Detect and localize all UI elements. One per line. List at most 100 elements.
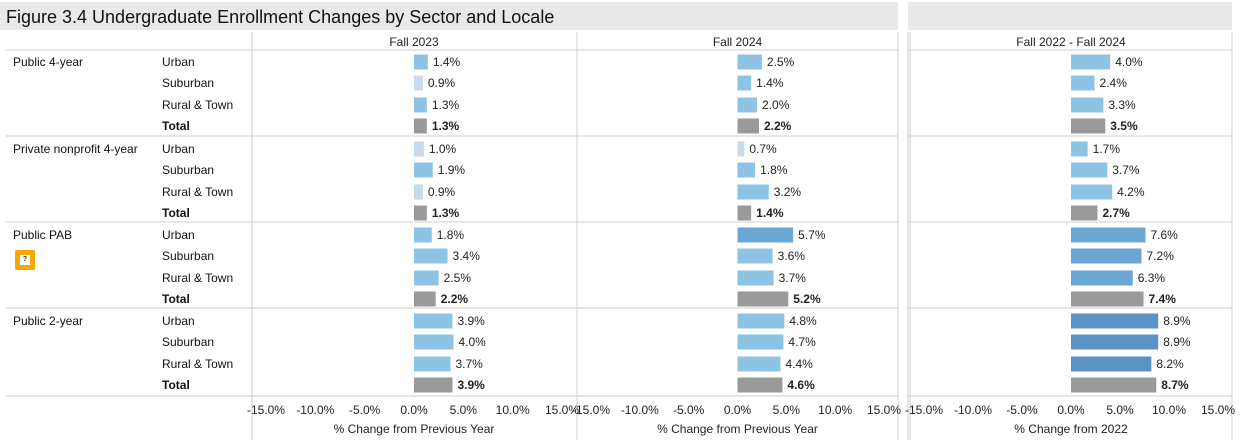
bar [737,118,759,134]
tick-label: 15.0% [867,403,901,417]
data-label: 4.2% [1117,185,1145,199]
data-label: 2.0% [762,98,790,112]
bar [737,54,762,70]
locale-label: Urban [162,228,195,242]
locale-label: Suburban [162,163,214,177]
data-label: 2.5% [767,55,795,69]
tick-label: -10.0% [296,403,334,417]
data-label: 5.7% [798,228,826,242]
panel-header: Fall 2023 [389,35,439,49]
bar [414,205,427,221]
bar [414,334,454,350]
bar [1071,162,1108,178]
data-label: 4.4% [785,357,813,371]
panel-header: Fall 2022 - Fall 2024 [1016,35,1126,49]
sector-label: Public PAB [13,228,72,242]
axis-label: % Change from 2022 [1014,422,1128,436]
bar [737,75,752,91]
bar [1071,356,1152,372]
data-label: 1.3% [432,119,460,133]
bar [1071,313,1159,329]
bar [1071,227,1146,243]
data-label: 1.3% [432,98,460,112]
tick-label: 0.0% [724,403,752,417]
bar [414,291,436,307]
axis-label: % Change from Previous Year [334,422,495,436]
chart-title: Figure 3.4 Undergraduate Enrollment Chan… [6,7,555,27]
data-label: 1.0% [429,142,457,156]
bar [414,141,424,157]
locale-label: Rural & Town [162,98,233,112]
bar [1071,54,1111,70]
tick-label: 15.0% [1201,403,1235,417]
bar [737,248,773,264]
bar [1071,205,1098,221]
data-label: 3.4% [453,249,481,263]
bar [1071,97,1104,113]
locale-label: Rural & Town [162,271,233,285]
tick-label: -10.0% [621,403,659,417]
data-label: 7.4% [1149,292,1177,306]
locale-label: Urban [162,314,195,328]
bar [414,97,427,113]
bar [737,356,781,372]
locale-label: Urban [162,55,195,69]
tick-label: 5.0% [1106,403,1134,417]
bar [414,227,432,243]
data-label: 2.2% [441,292,469,306]
data-label: 8.2% [1156,357,1184,371]
data-label: 6.3% [1138,271,1166,285]
tick-label: 10.0% [496,403,530,417]
data-label: 2.7% [1102,206,1130,220]
data-label: 8.9% [1163,335,1191,349]
data-label: 3.7% [779,271,807,285]
bar [737,97,758,113]
bar [1071,270,1133,286]
data-label: 5.2% [793,292,821,306]
data-label: 3.9% [457,314,485,328]
tick-label: -15.0% [905,403,943,417]
tick-label: -15.0% [247,403,285,417]
question-icon[interactable]: ? [15,250,35,270]
data-label: 4.7% [788,335,816,349]
data-label: 7.2% [1147,249,1175,263]
bar [737,227,794,243]
sector-label: Public 2-year [13,314,83,328]
bar [1071,141,1088,157]
data-label: 1.9% [438,163,466,177]
bar [737,141,745,157]
tick-label: 10.0% [1152,403,1186,417]
bar [737,377,783,393]
data-label: 8.9% [1163,314,1191,328]
bar [1071,377,1157,393]
total-label: Total [162,378,190,392]
locale-label: Rural & Town [162,357,233,371]
data-label: 3.7% [1112,163,1140,177]
data-label: 4.6% [787,378,815,392]
bar [414,118,427,134]
bar [737,313,785,329]
data-label: 4.0% [1115,55,1143,69]
data-label: 4.0% [458,335,486,349]
bar [737,334,784,350]
bar [737,291,789,307]
bar [414,54,428,70]
bar [1071,184,1113,200]
sector-label: Public 4-year [13,55,83,69]
bar [737,162,756,178]
bar [414,313,453,329]
data-label: 3.6% [778,249,806,263]
data-label: 1.8% [760,163,788,177]
data-label: 1.4% [756,76,784,90]
tick-label: -10.0% [954,403,992,417]
bar [1071,118,1106,134]
bar [414,248,448,264]
data-label: 3.9% [457,378,485,392]
data-label: 1.3% [432,206,460,220]
data-label: 4.8% [789,314,817,328]
bar [1071,75,1095,91]
data-label: 2.2% [764,119,792,133]
panel-header: Fall 2024 [713,35,763,49]
